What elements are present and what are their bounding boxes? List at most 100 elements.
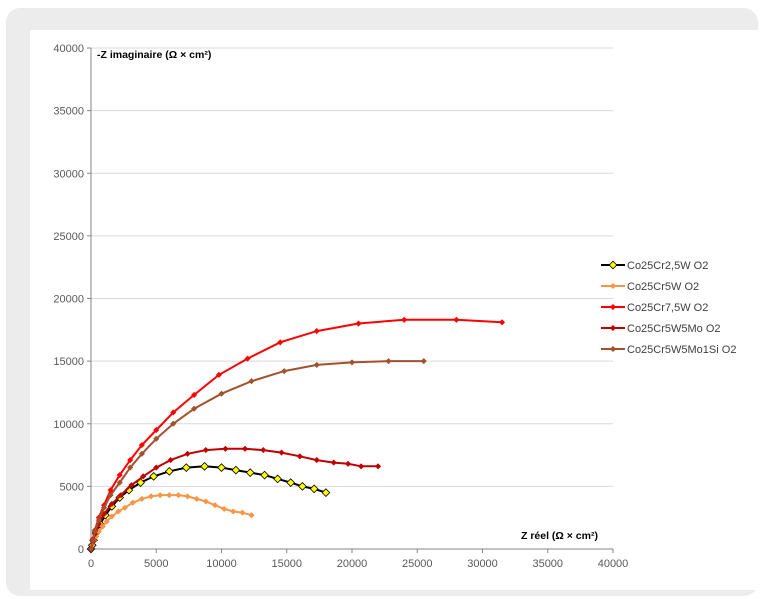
data-point bbox=[313, 361, 320, 369]
data-point bbox=[128, 481, 135, 489]
data-point bbox=[498, 319, 506, 326]
data-point bbox=[153, 426, 160, 434]
legend-item: Co25Cr5W5Mo O2 bbox=[601, 323, 721, 335]
data-point bbox=[184, 493, 191, 500]
x-tick-label: 0 bbox=[88, 558, 94, 570]
data-point bbox=[260, 446, 267, 454]
data-point bbox=[277, 339, 284, 346]
data-point bbox=[609, 345, 617, 353]
data-point bbox=[190, 405, 198, 412]
data-point bbox=[260, 470, 269, 480]
y-tick-label: 40000 bbox=[53, 43, 84, 55]
data-point bbox=[126, 464, 134, 471]
y-tick-label: 20000 bbox=[53, 294, 84, 306]
y-axis-ticks: 0 5000 10000 15000 20000 25000 30000 35000 40000 bbox=[53, 43, 91, 556]
data-point bbox=[298, 482, 307, 491]
legend-item: Co25Cr5W O2 bbox=[601, 281, 699, 293]
y-tick-label: 25000 bbox=[53, 231, 84, 243]
data-point bbox=[420, 357, 427, 365]
x-tick-label: 25000 bbox=[402, 558, 433, 570]
legend-label: Co25Cr5W5Mo O2 bbox=[627, 323, 721, 335]
data-point bbox=[609, 324, 617, 332]
data-point bbox=[273, 474, 282, 484]
data-point bbox=[355, 320, 362, 327]
data-point bbox=[313, 327, 320, 335]
data-point bbox=[138, 441, 146, 449]
y-tick-label: 15000 bbox=[53, 356, 84, 368]
data-point bbox=[121, 504, 129, 511]
data-point bbox=[286, 478, 296, 487]
data-point bbox=[357, 463, 365, 470]
y-tick-label: 10000 bbox=[53, 419, 84, 431]
series-4 bbox=[87, 445, 382, 553]
legend-label: Co25Cr5W O2 bbox=[627, 281, 699, 293]
data-point bbox=[95, 517, 102, 524]
x-tick-label: 20000 bbox=[337, 558, 368, 570]
legend: Co25Cr2,5W O2 Co25Cr5W O2 Co25Cr7,5W O2 Co2… bbox=[601, 260, 736, 356]
data-point bbox=[147, 493, 155, 500]
data-point bbox=[241, 445, 249, 452]
legend-label: Co25Cr5W5Mo1Si O2 bbox=[627, 344, 736, 356]
data-point bbox=[220, 505, 228, 513]
data-point bbox=[200, 461, 209, 471]
y-tick-label: 0 bbox=[78, 544, 84, 556]
data-point bbox=[313, 456, 320, 464]
data-point bbox=[87, 545, 95, 553]
data-point bbox=[115, 508, 122, 515]
data-point bbox=[153, 435, 160, 442]
data-point bbox=[202, 498, 209, 505]
data-point bbox=[129, 499, 136, 506]
data-point bbox=[330, 459, 337, 466]
x-axis-title: Z réel (Ω × cm²) bbox=[521, 530, 598, 542]
data-point bbox=[453, 316, 460, 323]
series-2 bbox=[87, 491, 255, 553]
data-point bbox=[149, 471, 159, 481]
x-tick-label: 5000 bbox=[144, 558, 168, 570]
x-axis-ticks: 0 5000 10000 15000 20000 25000 30000 35000 40000 bbox=[88, 549, 628, 570]
data-point bbox=[230, 508, 237, 515]
data-point bbox=[175, 491, 182, 499]
legend-item: Co25Cr5W5Mo1Si O2 bbox=[601, 344, 736, 356]
x-tick-label: 10000 bbox=[206, 558, 237, 570]
data-point bbox=[181, 463, 191, 472]
data-point bbox=[280, 367, 288, 375]
legend-item: Co25Cr2,5W O2 bbox=[601, 260, 708, 272]
data-point bbox=[107, 491, 114, 499]
data-point bbox=[138, 450, 146, 457]
data-point bbox=[609, 303, 617, 311]
data-point bbox=[153, 464, 160, 471]
x-tick-label: 35000 bbox=[532, 558, 563, 570]
data-point bbox=[100, 504, 108, 511]
data-point bbox=[140, 473, 147, 480]
data-point bbox=[217, 463, 226, 472]
data-point bbox=[608, 260, 618, 270]
data-point bbox=[211, 502, 219, 509]
series-5 bbox=[87, 357, 427, 553]
data-point bbox=[126, 456, 134, 464]
data-point bbox=[190, 391, 198, 399]
data-point bbox=[248, 378, 255, 385]
series-line bbox=[90, 318, 503, 550]
data-point bbox=[401, 316, 408, 323]
data-point bbox=[89, 537, 97, 544]
data-point bbox=[91, 528, 99, 535]
data-point bbox=[157, 491, 164, 499]
y-tick-label: 35000 bbox=[53, 106, 84, 118]
data-point bbox=[170, 409, 177, 416]
data-point bbox=[166, 491, 173, 499]
data-point bbox=[138, 495, 146, 503]
data-point bbox=[117, 491, 125, 499]
data-point bbox=[239, 509, 246, 516]
data-point bbox=[222, 445, 229, 452]
y-tick-label: 5000 bbox=[60, 481, 84, 493]
data-point bbox=[193, 495, 200, 503]
data-point bbox=[218, 390, 225, 397]
data-point bbox=[231, 465, 241, 475]
data-point bbox=[278, 449, 285, 456]
x-tick-label: 15000 bbox=[271, 558, 302, 570]
data-point bbox=[374, 463, 382, 470]
x-tick-label: 30000 bbox=[467, 558, 498, 570]
data-point bbox=[164, 466, 174, 476]
data-point bbox=[108, 513, 116, 520]
